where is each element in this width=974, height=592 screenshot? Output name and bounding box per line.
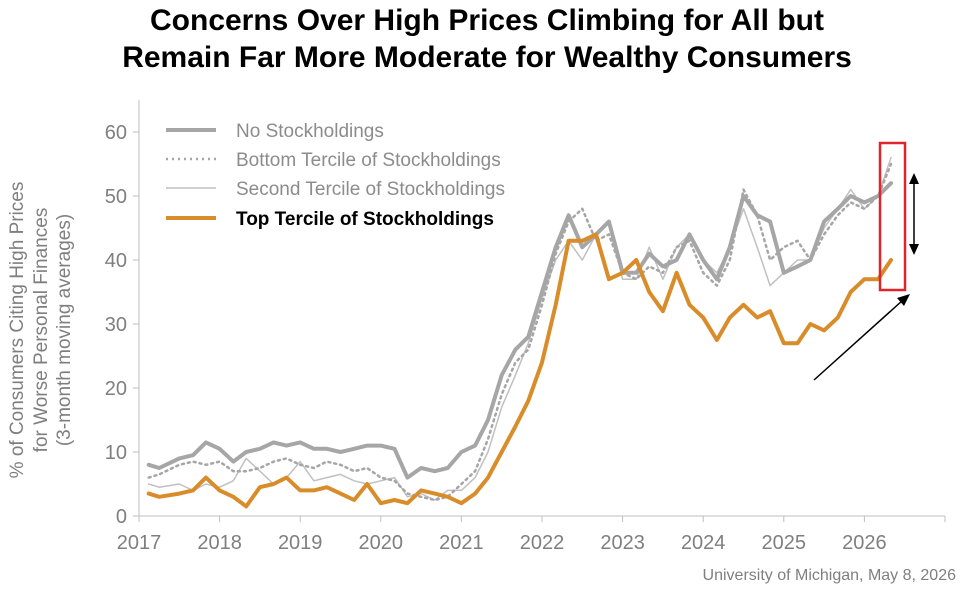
x-tick-label: 2023 [600, 532, 645, 554]
y-tick-label: 20 [105, 378, 127, 400]
x-tick-label: 2018 [197, 532, 242, 554]
series-line-2 [147, 162, 893, 502]
y-tick-label: 0 [116, 506, 127, 528]
x-tick-label: 2017 [117, 532, 162, 554]
x-tick-label: 2026 [842, 532, 887, 554]
highlight-box [878, 141, 907, 292]
chart-title: Concerns Over High Prices Climbing for A… [0, 2, 974, 76]
annotations [813, 141, 919, 381]
gap-arrow-head-down [909, 244, 919, 255]
chart-title-line-2: Remain Far More Moderate for Wealthy Con… [122, 41, 852, 74]
x-tick-label: 2021 [439, 532, 484, 554]
chart-title-line-1: Concerns Over High Prices Climbing for A… [150, 4, 824, 37]
y-axis-label-line: for Worse Personal Finances [31, 208, 52, 453]
x-tick-label: 2022 [520, 532, 565, 554]
legend-label-3: Second Tercile of Stockholdings [236, 179, 505, 200]
legend: No Stockholdings Bottom Tercile of Stockh… [166, 121, 505, 230]
trend-arrow-head [897, 294, 910, 306]
trend-arrow-line [813, 299, 904, 381]
x-tick-label: 2025 [762, 532, 807, 554]
x-tick-label: 2024 [681, 532, 726, 554]
gap-arrow-head-up [909, 173, 919, 184]
y-axis-label: % of Consumers Citing High Prices for Wor… [7, 182, 75, 479]
legend-label-2: Bottom Tercile of Stockholdings [236, 150, 501, 171]
legend-label-4: Top Tercile of Stockholdings [236, 209, 494, 230]
x-tick-label: 2020 [359, 532, 404, 554]
series-line-1 [146, 181, 893, 480]
y-axis-label-line: % of Consumers Citing High Prices [7, 182, 28, 479]
y-tick-label: 10 [105, 442, 127, 464]
legend-label-1: No Stockholdings [236, 121, 384, 142]
source-note: University of Michigan, May 8, 2026 [702, 567, 956, 584]
y-axis-label-line: (3-month moving averages) [54, 214, 75, 446]
y-tick-label: 60 [105, 122, 127, 144]
y-tick-label: 30 [105, 314, 127, 336]
x-tick-label: 2019 [278, 532, 323, 554]
series-line-4 [146, 232, 893, 509]
y-tick-label: 40 [105, 250, 127, 272]
series-layer [146, 156, 893, 509]
axes: 0 10 20 30 40 50 60 2017 2018 2019 2020 2021 2022 202… [105, 100, 946, 554]
y-tick-label: 50 [105, 186, 127, 208]
